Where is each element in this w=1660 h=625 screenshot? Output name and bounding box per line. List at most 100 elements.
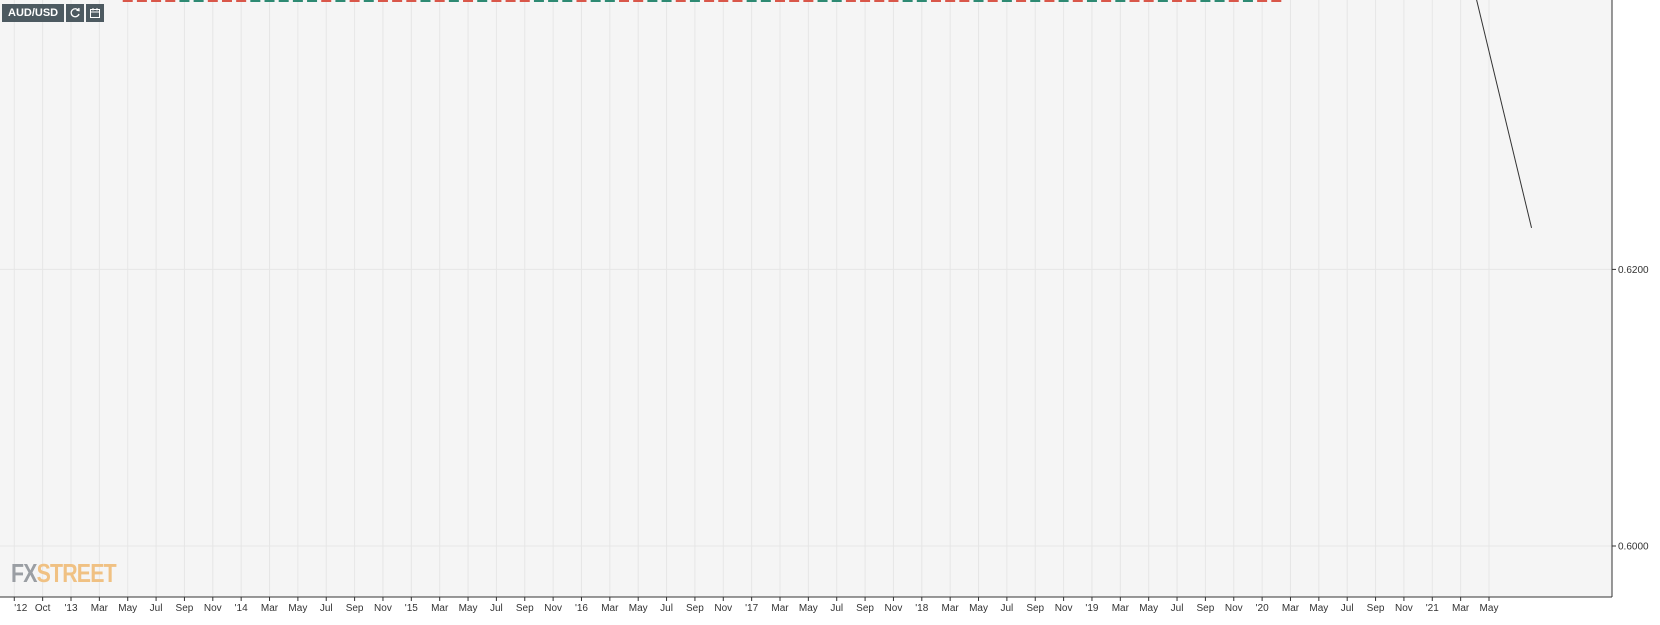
candle-body-down: [1186, 0, 1197, 2]
candle-body-up: [1001, 0, 1012, 2]
candle-body-down: [1044, 0, 1055, 2]
x-tick-label: Nov: [544, 603, 562, 614]
x-tick-label: Sep: [346, 603, 364, 614]
x-tick-label: May: [629, 603, 648, 614]
x-tick-label: Sep: [686, 603, 704, 614]
candle-body-down: [930, 0, 941, 2]
candle-body-up: [307, 0, 318, 2]
x-tick-label: Nov: [1055, 603, 1073, 614]
x-tick-label: Jul: [490, 603, 503, 614]
x-tick-label: Sep: [1197, 603, 1215, 614]
candle-body-down: [221, 0, 232, 2]
y-tick-label: 0.6200: [1618, 265, 1649, 276]
candle-body-up: [363, 0, 374, 2]
candle-body-down: [1172, 0, 1183, 2]
x-tick-label: Mar: [942, 603, 960, 614]
candle-body-up: [590, 0, 601, 2]
x-tick-label: Sep: [856, 603, 874, 614]
x-tick-label: Sep: [1026, 603, 1044, 614]
x-tick-label: Sep: [516, 603, 534, 614]
candle-body-up: [420, 0, 431, 2]
logo-street: STREET: [36, 558, 117, 588]
candle-body-down: [845, 0, 856, 2]
x-tick-label: Mar: [261, 603, 279, 614]
candle-body-up: [831, 0, 842, 2]
plot-area: [0, 0, 1612, 597]
candle-body-down: [349, 0, 360, 2]
candle-body-down: [1016, 0, 1027, 2]
x-tick-label: Mar: [431, 603, 449, 614]
candle-body-down: [519, 0, 530, 2]
x-tick-label: Jul: [1341, 603, 1354, 614]
x-tick-label: Jul: [320, 603, 333, 614]
x-tick-label: Mar: [771, 603, 789, 614]
y-tick-label: 0.6000: [1618, 542, 1649, 553]
x-tick-label: May: [288, 603, 307, 614]
candle-body-up: [533, 0, 544, 2]
candle-body-up: [1200, 0, 1211, 2]
candle-body-down: [1129, 0, 1140, 2]
candle-body-down: [987, 0, 998, 2]
candle-body-up: [278, 0, 289, 2]
candle-body-up: [179, 0, 190, 2]
chart-toolbar: AUD/USD: [2, 4, 105, 22]
candle-body-down: [576, 0, 587, 2]
x-tick-label: Nov: [1395, 603, 1413, 614]
x-tick-label: '18: [915, 603, 928, 614]
candle-body-down: [1101, 0, 1112, 2]
calendar-icon[interactable]: [86, 4, 105, 22]
candle-body-down: [675, 0, 686, 2]
x-tick-label: Sep: [1367, 603, 1385, 614]
candle-body-up: [760, 0, 771, 2]
x-tick-label: Nov: [885, 603, 903, 614]
grid-lines: [0, 0, 1612, 597]
candle-body-down: [775, 0, 785, 2]
x-tick-label: '12: [14, 603, 27, 614]
x-tick-label: May: [969, 603, 988, 614]
candle-body-down: [236, 0, 247, 2]
x-tick-label: Nov: [204, 603, 222, 614]
candle-body-down: [704, 0, 715, 2]
x-tick-label: May: [799, 603, 818, 614]
x-tick-label: May: [118, 603, 137, 614]
candle-body-up: [292, 0, 303, 2]
candle-body-down: [803, 0, 814, 2]
candle-body-up: [902, 0, 913, 2]
candle-body-down: [377, 0, 388, 2]
y-axis-labels: 0.60000.62000.64000.66000.68000.70000.72…: [1612, 265, 1649, 553]
candle-body-up: [1214, 0, 1225, 2]
x-tick-label: Jul: [150, 603, 163, 614]
x-tick-label: '14: [235, 603, 248, 614]
candle-body-down: [207, 0, 218, 2]
candle-body-down: [392, 0, 403, 2]
x-tick-label: Mar: [91, 603, 109, 614]
x-tick-label: Sep: [176, 603, 194, 614]
candle-body-down: [505, 0, 516, 2]
x-tick-label: Oct: [35, 603, 51, 614]
candle-body-up: [562, 0, 573, 2]
candle-body-up: [916, 0, 927, 2]
x-tick-label: '16: [575, 603, 588, 614]
symbol-label[interactable]: AUD/USD: [2, 4, 65, 22]
candle-body-up: [689, 0, 700, 2]
candle-body-down: [874, 0, 885, 2]
candle-body-up: [335, 0, 346, 2]
candle-body-down: [406, 0, 417, 2]
x-tick-label: Jul: [660, 603, 673, 614]
candle-body-down: [945, 0, 956, 2]
x-tick-label: Mar: [1112, 603, 1130, 614]
candle-body-up: [1030, 0, 1041, 2]
x-tick-label: Nov: [374, 603, 392, 614]
refresh-icon[interactable]: [66, 4, 85, 22]
candle-body-up: [647, 0, 658, 2]
x-tick-label: '21: [1426, 603, 1439, 614]
candle-body-up: [477, 0, 488, 2]
candle-body-up: [604, 0, 615, 2]
candle-body-down: [1228, 0, 1239, 2]
candle-body-up: [264, 0, 275, 2]
x-tick-label: '13: [64, 603, 77, 614]
x-tick-label: Jul: [1000, 603, 1013, 614]
candle-body-up: [448, 0, 459, 2]
candle-body-up: [1058, 0, 1069, 2]
